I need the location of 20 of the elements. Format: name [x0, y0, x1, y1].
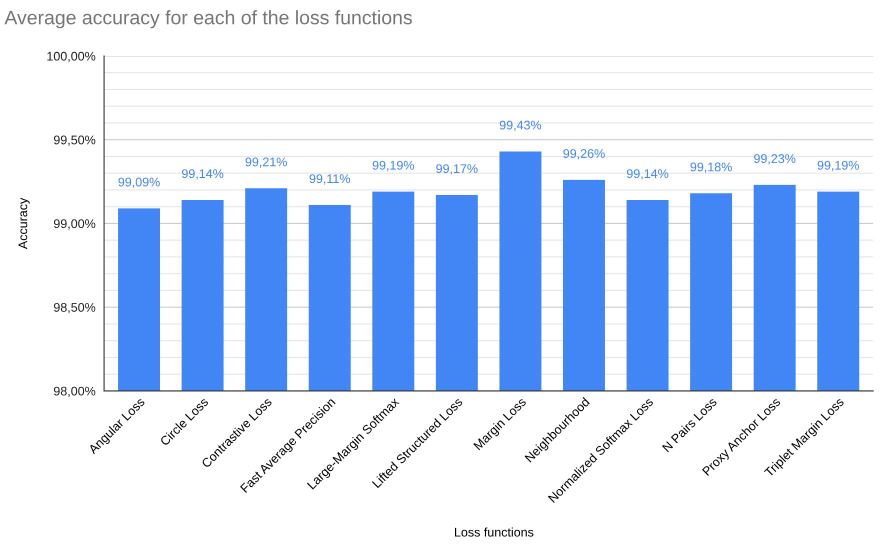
y-axis-title: Accuracy [18, 198, 30, 250]
data-label: 99,14% [182, 169, 224, 180]
data-label: 99,09% [118, 178, 160, 188]
data-label: 99,19% [818, 160, 859, 172]
y-tick-label: 99,00% [54, 219, 96, 230]
data-label: 99,26% [563, 149, 605, 160]
data-label: 99,18% [690, 162, 732, 173]
data-label: 99,43% [500, 120, 542, 132]
x-axis-title: Loss functions [454, 527, 534, 537]
y-tick-label: 100,00% [47, 52, 96, 62]
data-label: 99,14% [626, 169, 668, 180]
data-label: 99,17% [436, 164, 478, 175]
y-tick-label: 98,00% [54, 386, 96, 398]
data-label: 99,23% [754, 154, 796, 164]
data-label: 99,19% [372, 160, 414, 172]
y-tick-label: 99,50% [54, 136, 96, 146]
y-tick-label: 98,50% [54, 302, 96, 314]
chart-title: Average accuracy for each of the loss functions [4, 10, 412, 28]
data-label: 99,11% [310, 174, 350, 185]
data-label: 99,21% [246, 158, 287, 168]
